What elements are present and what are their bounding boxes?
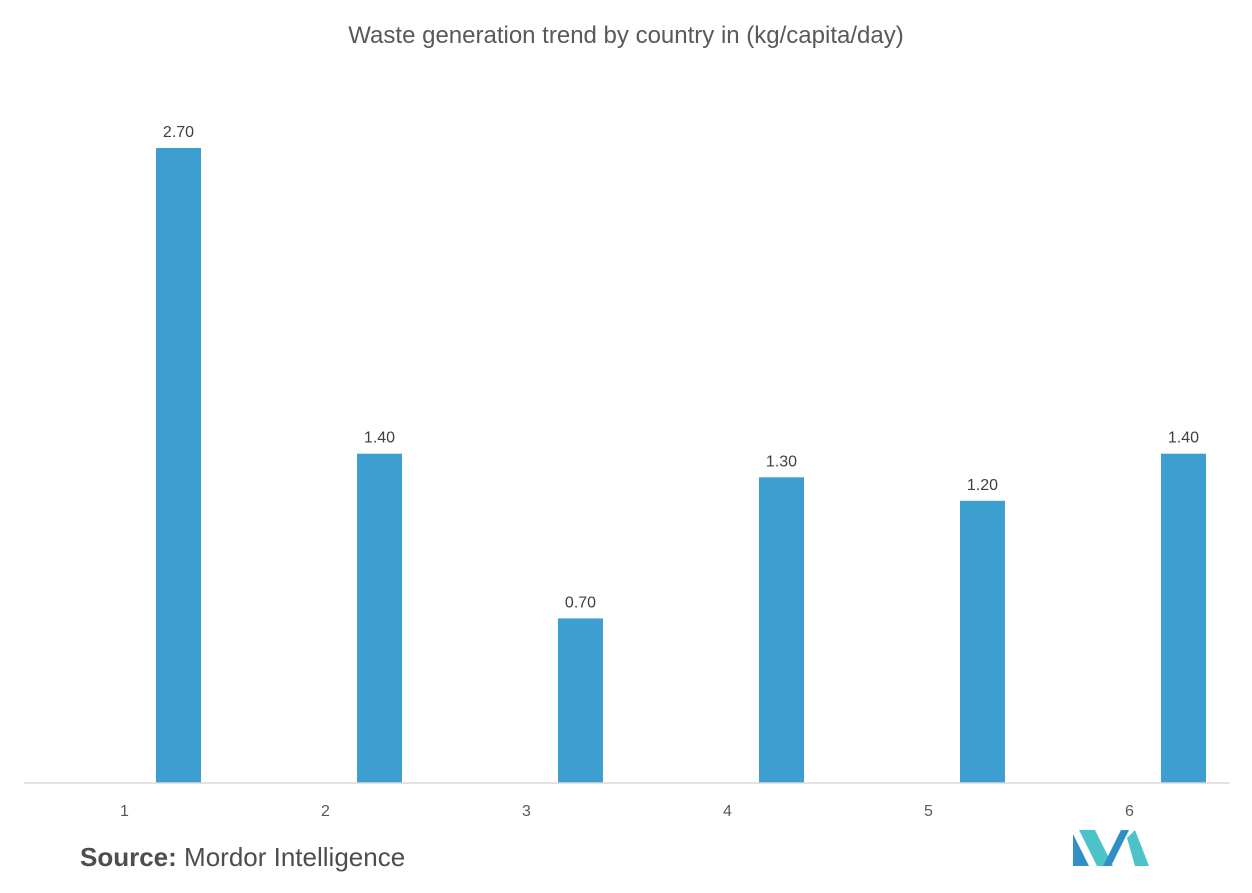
bar-3 bbox=[558, 618, 603, 783]
x-tick-labels-group: 1 2 3 4 5 6 bbox=[120, 803, 1134, 820]
source-text: Mordor Intelligence bbox=[184, 842, 406, 872]
bar-2 bbox=[357, 453, 402, 783]
value-label-2: 1.40 bbox=[364, 430, 395, 447]
logo-mid-shape bbox=[1079, 830, 1113, 866]
mordor-intelligence-logo-icon bbox=[1073, 830, 1149, 866]
value-label-1: 2.70 bbox=[163, 124, 194, 141]
value-label-5: 1.20 bbox=[967, 477, 998, 494]
x-tick-label-4: 4 bbox=[723, 803, 732, 820]
x-tick-label-6: 6 bbox=[1125, 803, 1134, 820]
bar-1 bbox=[156, 148, 201, 783]
x-tick-label-2: 2 bbox=[321, 803, 330, 820]
logo-peak-shape bbox=[1103, 830, 1129, 866]
bar-4 bbox=[759, 477, 804, 783]
bar-6 bbox=[1161, 453, 1206, 783]
value-label-6: 1.40 bbox=[1168, 430, 1199, 447]
bars-group bbox=[156, 148, 1206, 783]
value-label-3: 0.70 bbox=[565, 594, 596, 611]
x-tick-label-5: 5 bbox=[924, 803, 933, 820]
x-tick-label-1: 1 bbox=[120, 803, 129, 820]
chart-title: Waste generation trend by country in (kg… bbox=[348, 22, 904, 49]
bar-5 bbox=[960, 500, 1005, 783]
x-tick-label-3: 3 bbox=[522, 803, 531, 820]
value-labels-group: 2.70 1.40 0.70 1.30 1.20 1.40 bbox=[163, 124, 1199, 611]
logo-left-shape bbox=[1073, 834, 1089, 866]
logo-right-shape bbox=[1127, 830, 1149, 866]
value-label-4: 1.30 bbox=[766, 453, 797, 470]
source-label: Source: bbox=[80, 842, 177, 872]
source-line: Source: Mordor Intelligence bbox=[80, 842, 405, 873]
